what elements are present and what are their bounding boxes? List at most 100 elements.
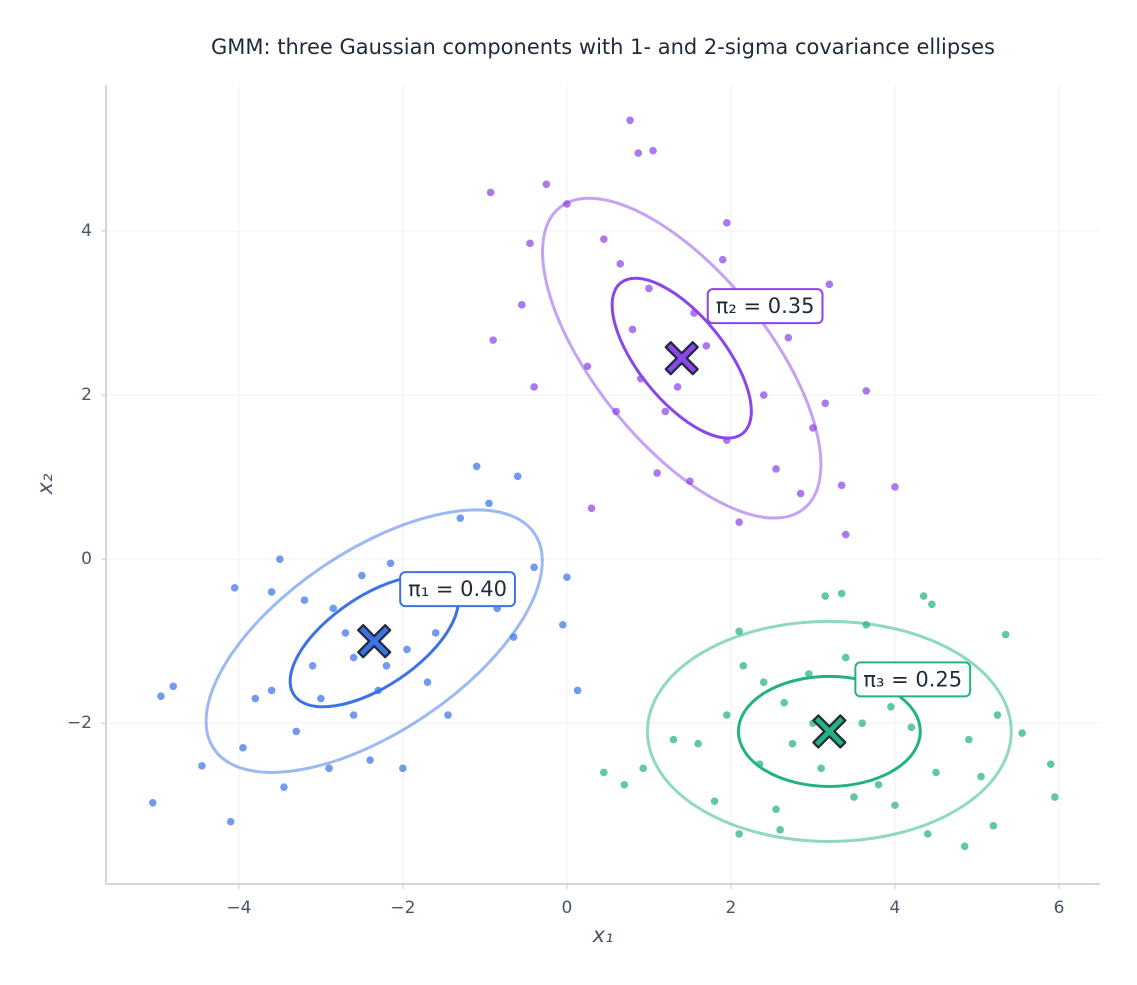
data-point (759, 390, 769, 400)
data-point (820, 591, 830, 601)
grid (101, 85, 1100, 889)
data-point (484, 498, 494, 508)
data-point (775, 825, 785, 835)
component-label: π₃ = 0.25 (863, 667, 962, 691)
data-point (316, 694, 326, 704)
x-tick-label: 0 (562, 898, 573, 918)
data-point (873, 780, 884, 790)
data-point (625, 115, 635, 125)
data-point (230, 583, 240, 593)
data-point (328, 603, 338, 613)
data-point (148, 798, 158, 808)
data-point (529, 382, 539, 392)
data-point (472, 461, 482, 472)
y-tick-label: −2 (67, 713, 92, 733)
data-point (841, 652, 851, 663)
data-point (599, 234, 609, 244)
data-point (919, 591, 929, 601)
data-point (722, 710, 732, 720)
mean-marker (664, 341, 699, 376)
data-point (627, 324, 638, 335)
data-point (923, 829, 933, 839)
data-point (722, 218, 732, 228)
data-point (633, 148, 643, 158)
data-point (734, 829, 744, 839)
data-point (619, 780, 629, 790)
data-point (638, 763, 648, 773)
covariance-ellipse (610, 276, 753, 440)
data-point (718, 255, 728, 265)
data-point (529, 562, 539, 572)
data-point (648, 146, 658, 156)
data-point (886, 702, 896, 712)
data-point (861, 386, 871, 396)
data-point (841, 529, 851, 540)
data-point (267, 685, 277, 696)
x-tick-label: −4 (226, 898, 251, 918)
data-point (488, 335, 498, 345)
data-point (267, 587, 277, 597)
data-point (796, 488, 806, 499)
data-point (771, 464, 781, 474)
y-axis-label: x₂ (33, 473, 57, 495)
data-point (849, 792, 859, 802)
plot-area: π₁ = 0.40 π₂ = 0.35 π₃ = 0.25 (148, 115, 1060, 851)
data-point (422, 677, 433, 687)
component-label: π₁ = 0.40 (408, 577, 507, 601)
data-point (992, 710, 1003, 720)
data-point (709, 796, 720, 806)
data-point (988, 821, 998, 831)
data-point (779, 698, 789, 708)
data-point (431, 628, 441, 638)
component-label: π₂ = 0.35 (716, 294, 815, 318)
x-tick-label: −2 (390, 898, 415, 918)
data-point (668, 735, 679, 745)
data-point (824, 279, 834, 289)
data-point (599, 767, 609, 778)
data-point (701, 341, 711, 351)
data-point (250, 694, 260, 704)
data-point (349, 652, 359, 663)
data-point (525, 238, 535, 248)
data-point (517, 300, 527, 310)
data-point (976, 771, 986, 782)
data-point (238, 743, 248, 753)
data-point (693, 739, 703, 749)
data-point (558, 620, 568, 630)
component-label-box (399, 571, 516, 608)
x-tick-label: 6 (1054, 898, 1065, 918)
data-point (927, 599, 937, 609)
mean-marker (357, 624, 392, 659)
data-point (816, 763, 826, 773)
data-point (964, 735, 974, 745)
data-point (734, 517, 744, 527)
data-point (771, 804, 781, 814)
data-point (275, 554, 285, 564)
data-point (455, 513, 465, 523)
data-point (562, 572, 572, 582)
component-label-box (854, 661, 972, 698)
data-point (783, 333, 793, 343)
data-point (340, 628, 351, 638)
y-tick-label: 4 (81, 221, 92, 241)
data-point (381, 661, 392, 671)
y-tick-label: 0 (81, 549, 92, 569)
data-point (906, 722, 916, 732)
covariance-ellipse (204, 508, 544, 774)
data-point (513, 471, 523, 481)
x-tick-label: 2 (726, 898, 737, 918)
data-point (541, 179, 552, 189)
covariance-ellipse (645, 619, 1013, 843)
data-point (226, 817, 236, 827)
mean-marker (812, 714, 847, 749)
data-point (890, 800, 900, 810)
x-tick-label: 4 (890, 898, 901, 918)
data-point (308, 661, 318, 671)
data-point (291, 726, 301, 737)
data-point (1046, 759, 1056, 769)
data-point (644, 283, 654, 294)
data-point (349, 710, 359, 720)
data-point (660, 406, 670, 417)
x-axis-label: x₁ (592, 923, 614, 947)
